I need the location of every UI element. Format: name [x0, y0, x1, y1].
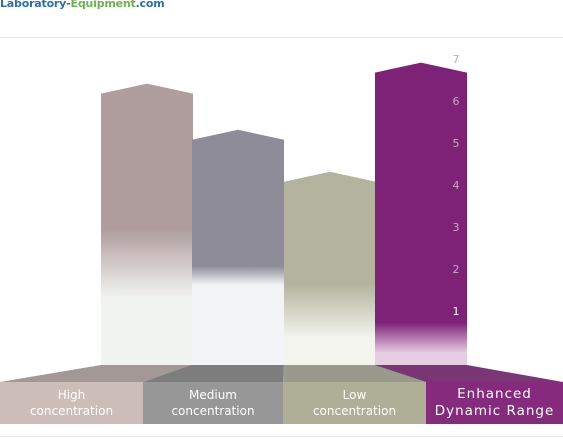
- bar-base-1: [143, 365, 284, 382]
- bottom-divider: [0, 436, 563, 437]
- y-tick-label: 4: [453, 179, 460, 192]
- y-tick-label: 7: [453, 53, 460, 66]
- category-label-3: Enhanced Dynamic Range: [426, 382, 563, 424]
- top-divider: [0, 37, 563, 38]
- bar-2: [284, 171, 376, 365]
- bar-0: [101, 83, 193, 365]
- bar-base-3: [375, 365, 563, 382]
- y-tick-label: 6: [453, 95, 460, 108]
- bar-base-0: [0, 365, 193, 382]
- bars: [101, 62, 467, 365]
- site-logo[interactable]: Laboratory-Equipment.com: [0, 0, 165, 10]
- category-label-2: Low concentration: [283, 382, 426, 424]
- bar-3: [375, 62, 467, 365]
- y-tick-label: 3: [453, 221, 460, 234]
- bar-base-2: [283, 365, 426, 382]
- category-label-1: Medium concentration: [143, 382, 283, 424]
- y-ticks: 1 2 3 4 5 6 7: [453, 53, 460, 318]
- category-label-0: High concentration: [0, 382, 143, 424]
- y-tick-label: 5: [453, 137, 460, 150]
- chart-base: [0, 365, 563, 382]
- y-tick-label: 2: [453, 263, 460, 276]
- bar-1: [192, 129, 284, 365]
- y-tick-label: 1: [453, 305, 460, 318]
